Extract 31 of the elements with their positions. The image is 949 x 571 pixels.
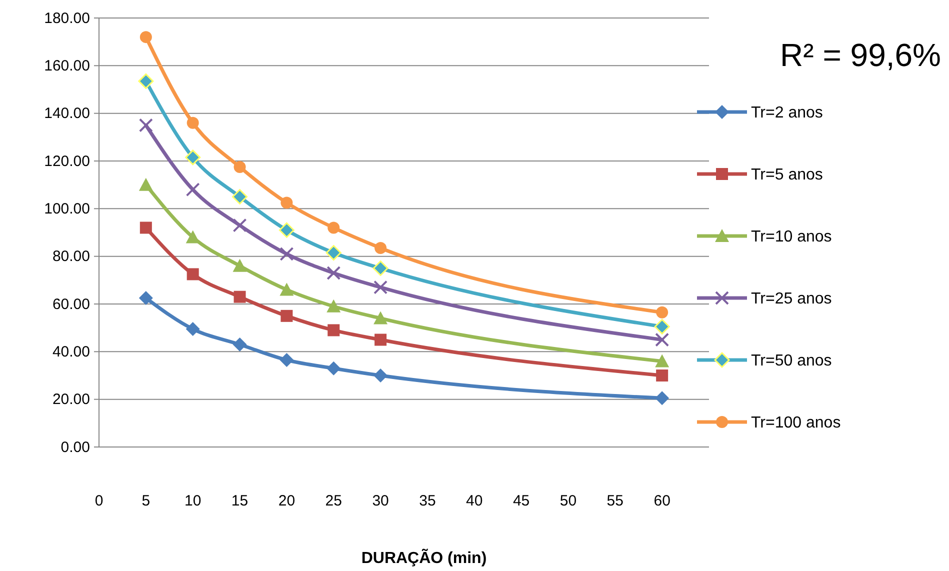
y-tick-label: 60.00 (52, 296, 90, 313)
y-tick-label: 160.00 (44, 57, 90, 74)
x-tick-label: 45 (512, 492, 530, 510)
x-tick-label: 40 (466, 492, 483, 510)
x-tick-label: 50 (560, 492, 577, 510)
x-tick-label: 0 (94, 492, 104, 510)
legend-label: Tr=10 anos (751, 228, 832, 246)
y-tick-label: 120.00 (44, 152, 90, 170)
x-tick-label: 15 (231, 492, 248, 510)
x-tick-label: 25 (325, 492, 342, 510)
x-tick-label: 5 (142, 492, 150, 510)
legend-label: Tr=100 anos (751, 414, 841, 432)
x-tick-label: 55 (606, 492, 624, 510)
x-tick-label: 60 (654, 492, 670, 510)
x-axis-title: DURAÇÃO (min) (361, 548, 487, 567)
y-tick-label: 100.00 (44, 200, 90, 218)
y-tick-label: 0.00 (60, 438, 90, 456)
y-tick-label: 180.00 (44, 10, 90, 27)
y-tick-label: 40.00 (52, 343, 90, 360)
legend-label: Tr=25 anos (751, 290, 832, 308)
text: R² = 99,6% (780, 37, 941, 73)
y-tick-label: 80.00 (52, 248, 90, 266)
y-tick-label: 20.00 (52, 391, 90, 408)
legend-label: Tr=50 anos (751, 352, 832, 370)
y-tick-label: 140.00 (44, 105, 90, 122)
x-tick-label: 10 (184, 492, 202, 510)
x-tick-label: 20 (278, 492, 296, 510)
x-tick-label: 35 (419, 492, 436, 510)
legend-label: Tr=5 anos (751, 166, 823, 184)
legend-label: Tr=2 anos (751, 104, 823, 122)
x-tick-label: 30 (372, 492, 389, 510)
